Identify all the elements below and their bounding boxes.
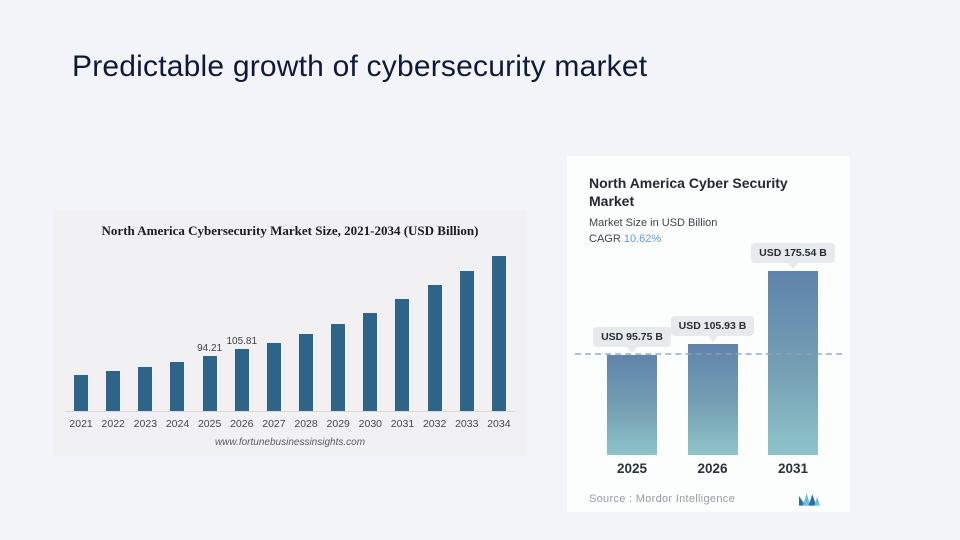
bar-2030: [363, 313, 378, 411]
x-tick-2030: 2030: [358, 418, 383, 430]
bar-2033: [459, 270, 474, 411]
bar-column-2024: [161, 361, 193, 411]
bar-column-2033: [451, 270, 483, 411]
bar-value-badge: USD 95.75 B: [593, 326, 671, 347]
bar-column-2022: [97, 371, 129, 411]
mordor-chart-bars: USD 95.75 B USD 105.93 B USD 175.54 B: [567, 243, 850, 456]
x-tick-2024: 2024: [165, 418, 190, 430]
bar-column-2021: [65, 375, 97, 411]
bar-2027: [266, 343, 281, 411]
badge-pointer: [788, 263, 798, 270]
bar-2025: [202, 355, 217, 411]
mordor-chart-panel: North America Cyber Security Market Mark…: [567, 156, 850, 512]
bar-column-2031: [386, 299, 418, 411]
bar-2021: [74, 375, 89, 411]
page-title: Predictable growth of cybersecurity mark…: [72, 50, 648, 83]
source-name: Mordor Intelligence: [635, 493, 735, 506]
x-tick-2023: 2023: [133, 418, 158, 430]
x-tick-2034: 2034: [487, 418, 511, 430]
fortune-chart-bars: 94.21 105.81: [65, 245, 515, 412]
mordor-intelligence-logo-icon: [799, 493, 820, 507]
mordor-cagr-line: CAGR 10.62%: [589, 233, 828, 245]
mordor-chart-header: North America Cyber Security Market Mark…: [567, 156, 850, 245]
bar-column-2025: 94.21: [194, 343, 226, 411]
x-tick-2028: 2028: [294, 418, 318, 430]
mordor-chart-area: USD 95.75 B USD 105.93 B USD 175.54 B: [567, 243, 850, 456]
x-tick-2031: 2031: [390, 418, 415, 430]
x-tick-2032: 2032: [422, 418, 447, 430]
bar-2032: [427, 284, 442, 411]
badge-pointer: [707, 336, 718, 343]
cagr-label: CAGR: [589, 233, 621, 246]
bar-2031: [768, 271, 818, 456]
x-tick-2027: 2027: [262, 418, 286, 430]
bar-column-2032: [419, 284, 451, 411]
source-label: Source :: [589, 493, 633, 506]
bar-2026: [234, 349, 249, 411]
fortune-chart-panel: North America Cybersecurity Market Size,…: [53, 210, 527, 456]
x-tick-2026: 2026: [697, 461, 728, 477]
x-tick-2026: 2026: [230, 418, 254, 430]
dashed-reference-line: [575, 352, 842, 355]
mordor-chart-x-axis: 2025 2026 2031: [567, 455, 850, 476]
bar-column-2031: USD 175.54 B: [751, 243, 835, 456]
x-tick-2022: 2022: [101, 418, 125, 430]
mordor-chart-footer: Source : Mordor Intelligence: [567, 476, 850, 507]
x-tick-2025: 2025: [197, 418, 222, 430]
fortune-chart-source: www.fortunebusinessinsights.com: [214, 437, 366, 448]
bar-2025: [607, 354, 657, 456]
bar-2024: [170, 361, 185, 411]
x-tick-2031: 2031: [777, 461, 809, 477]
bar-column-2023: [129, 367, 161, 411]
bar-2026: [687, 344, 738, 456]
bar-column-2030: [354, 313, 386, 411]
fortune-chart-title: North America Cybersecurity Market Size,…: [101, 223, 479, 238]
bar-2023: [138, 367, 153, 411]
x-tick-2021: 2021: [69, 418, 93, 430]
bar-value-badge: USD 105.93 B: [670, 316, 755, 337]
bar-column-2026: 105.81: [226, 336, 258, 411]
x-tick-2033: 2033: [455, 418, 479, 430]
bar-2029: [331, 324, 346, 411]
bar-column-2029: [322, 324, 354, 411]
badge-pointer: [627, 346, 637, 353]
mordor-chart-subtitle: Market Size in USD Billion: [589, 217, 718, 230]
fortune-chart-x-axis: 2021 2022 2023 2024 2025 2026 2027 2028 2029 2030…: [65, 412, 515, 430]
cagr-value: 10.62%: [623, 233, 662, 246]
bar-column-2034: [483, 256, 515, 411]
mordor-chart-title: North America Cyber Security Market: [589, 175, 788, 210]
bar-2022: [106, 371, 121, 411]
x-tick-2029: 2029: [326, 418, 350, 430]
bar-column-2028: [290, 333, 322, 411]
bar-column-2026: USD 105.93 B: [670, 316, 755, 456]
bar-column-2025: USD 95.75 B: [593, 326, 671, 456]
mordor-source-text: Source : Mordor Intelligence: [589, 493, 735, 505]
bar-2034: [491, 256, 506, 411]
bar-2028: [299, 333, 314, 411]
bar-value-label: 105.81: [226, 336, 258, 348]
x-tick-2025: 2025: [616, 461, 648, 477]
bar-2031: [395, 299, 410, 411]
bar-value-label: 94.21: [197, 342, 223, 354]
bar-value-badge: USD 175.54 B: [751, 243, 835, 264]
bar-column-2027: [258, 343, 290, 411]
